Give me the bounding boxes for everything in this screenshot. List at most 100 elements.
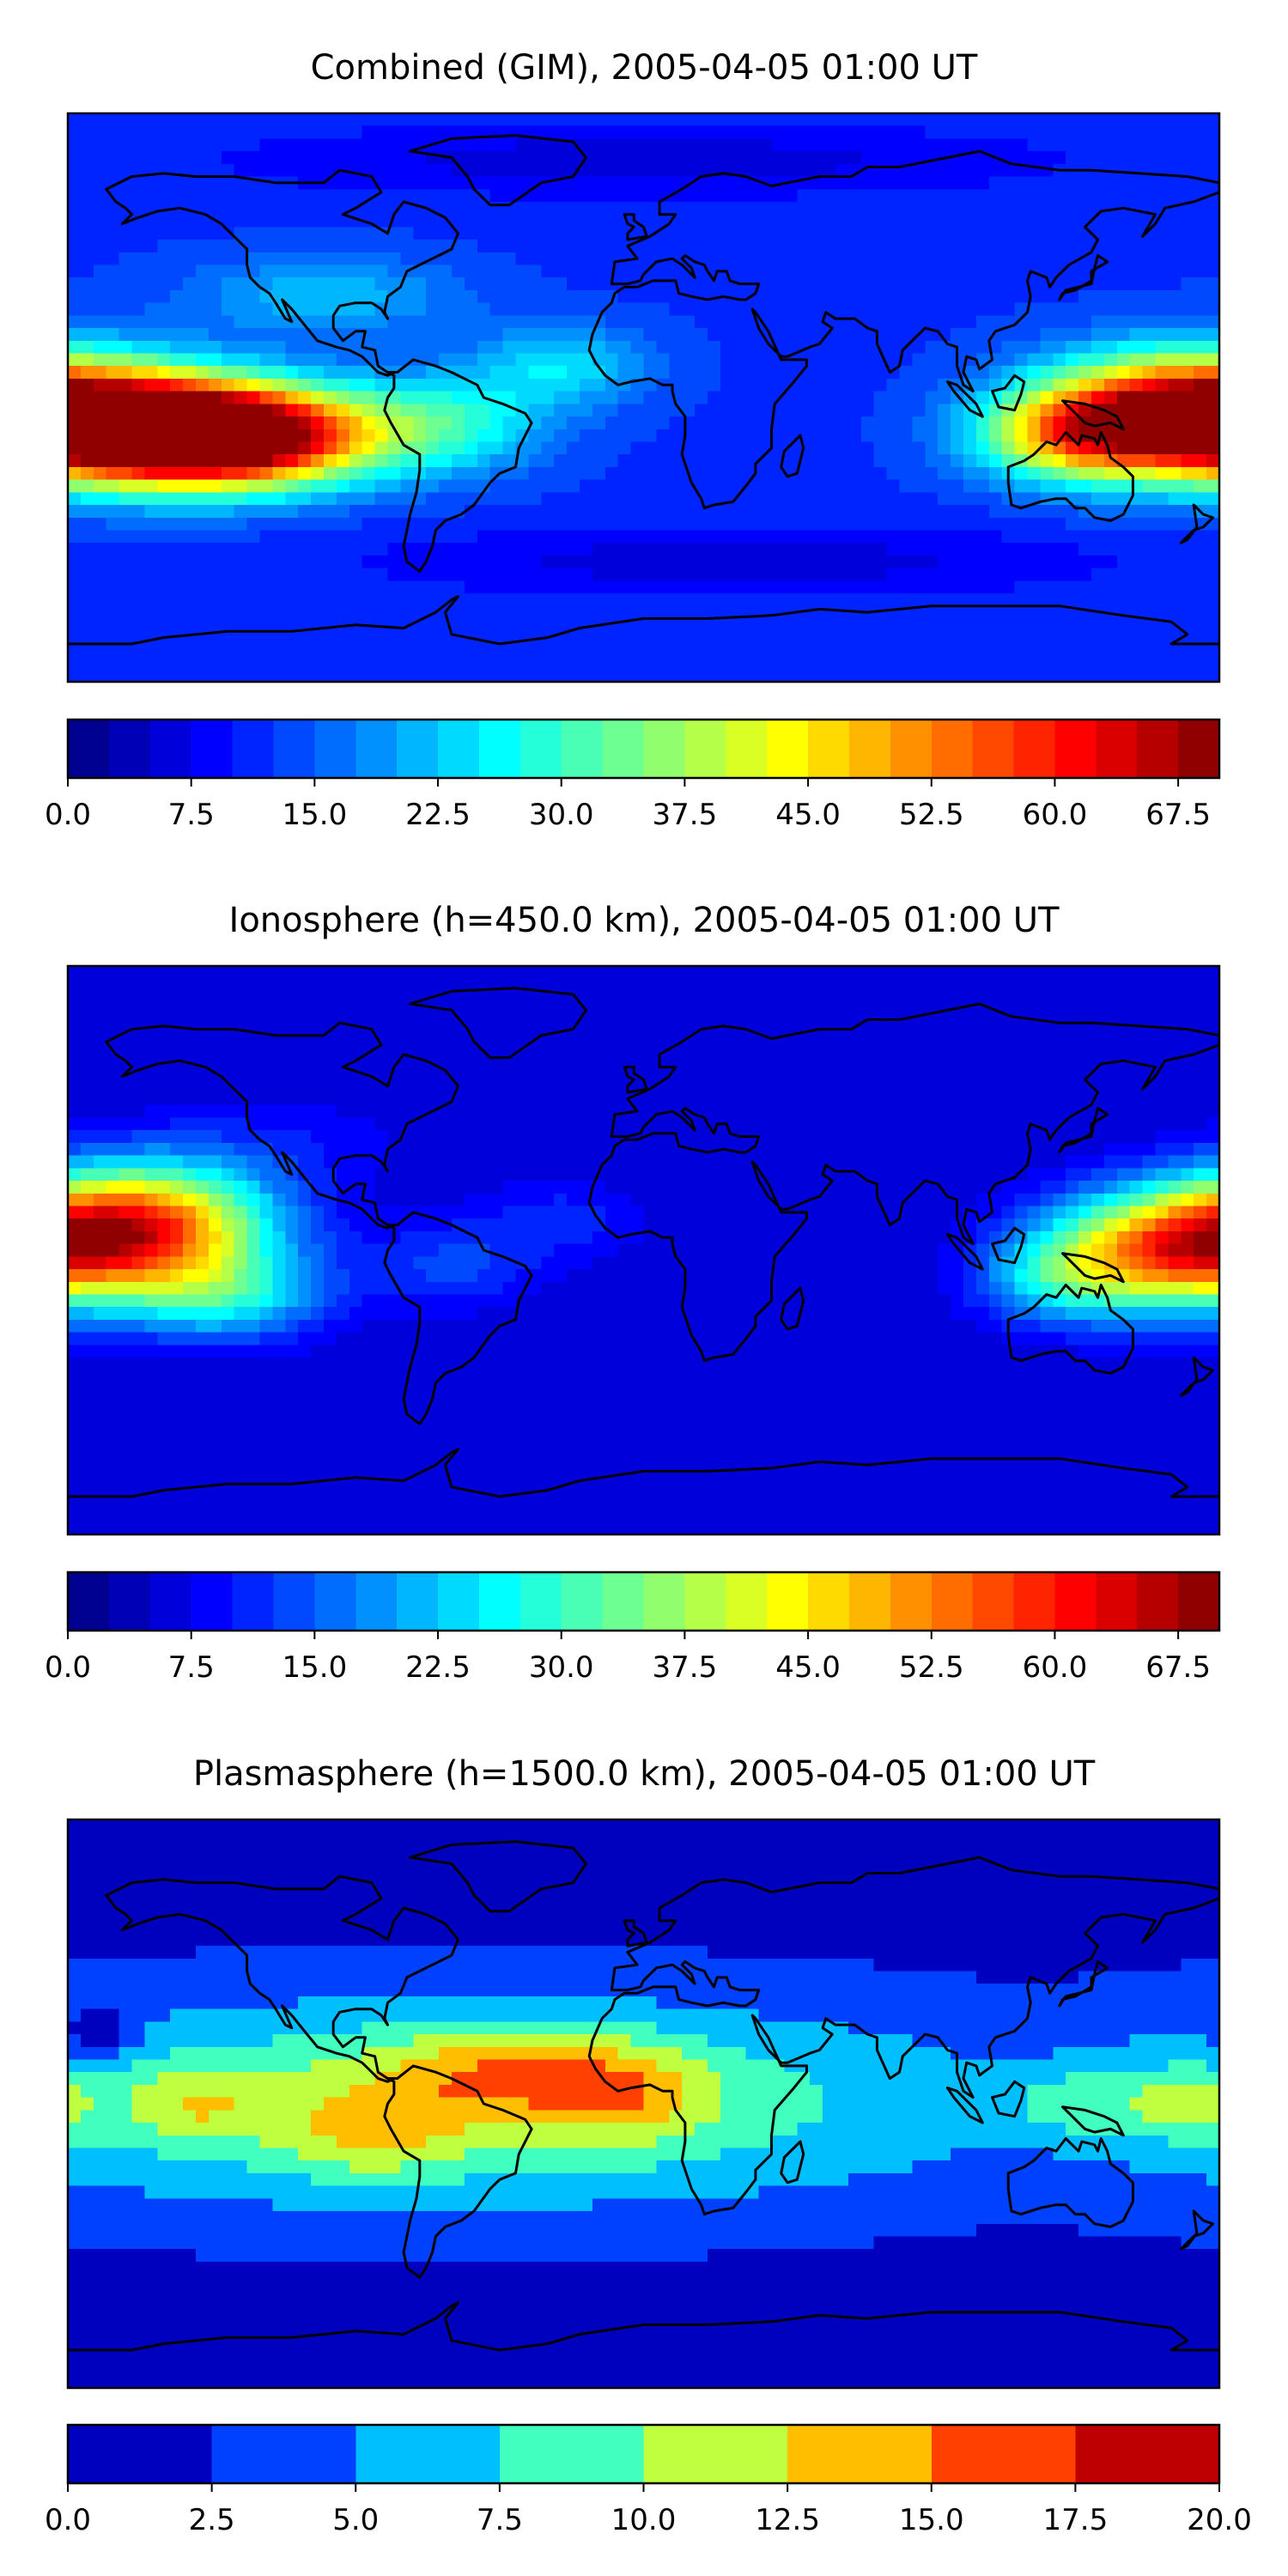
contour-cell	[810, 277, 823, 291]
contour-cell	[361, 201, 376, 216]
contour-cell	[567, 543, 580, 556]
contour-cell	[157, 252, 171, 266]
contour-cell	[745, 125, 760, 140]
contour-cell	[810, 479, 823, 493]
contour-cell	[1168, 1066, 1182, 1080]
contour-cell	[1181, 113, 1194, 127]
contour-cell	[567, 555, 580, 569]
contour-cell	[912, 966, 926, 980]
contour-cell	[157, 454, 171, 468]
contour-cell	[771, 580, 785, 594]
contour-cell	[118, 966, 133, 980]
contour-cell	[246, 656, 261, 670]
contour-cell	[477, 163, 491, 178]
contour-cell	[1078, 353, 1092, 367]
contour-cell	[1129, 328, 1144, 342]
contour-cell	[656, 492, 670, 506]
contour-cell	[963, 441, 977, 455]
contour-cell	[682, 656, 696, 670]
contour-cell	[246, 416, 261, 430]
contour-cell	[860, 505, 875, 519]
contour-cell	[669, 1042, 683, 1055]
contour-cell	[873, 404, 888, 417]
contour-cell	[196, 315, 210, 329]
contour-cell	[452, 966, 465, 980]
contour-cell	[477, 1004, 491, 1018]
contour-cell	[899, 1079, 913, 1093]
contour-cell	[1129, 568, 1144, 581]
contour-cell	[361, 163, 376, 178]
contour-cell	[298, 978, 312, 993]
contour-cell	[592, 669, 606, 682]
contour-cell	[1206, 555, 1219, 569]
contour-cell	[515, 302, 529, 316]
contour-cell	[131, 643, 145, 658]
contour-cell	[208, 138, 222, 152]
contour-cell	[374, 1016, 389, 1030]
contour-cell	[80, 543, 94, 556]
contour-cell	[528, 466, 542, 481]
contour-cell	[695, 978, 708, 993]
contour-cell	[361, 227, 376, 240]
contour-cell	[1116, 138, 1131, 152]
contour-cell	[106, 391, 120, 404]
contour-cell	[860, 669, 875, 682]
contour-cell	[1014, 1004, 1029, 1018]
contour-cell	[272, 125, 286, 140]
contour-cell	[285, 428, 299, 443]
contour-cell	[975, 138, 990, 152]
contour-cell	[93, 189, 107, 203]
colorbar-segment	[108, 720, 151, 778]
contour-cell	[1091, 580, 1105, 594]
contour-cell	[502, 277, 517, 291]
contour-cell	[170, 214, 184, 228]
contour-cell	[196, 492, 210, 506]
contour-cell	[1194, 264, 1207, 278]
contour-cell	[823, 404, 836, 417]
contour-cell	[387, 113, 401, 127]
contour-cell	[374, 289, 389, 304]
contour-cell	[938, 277, 951, 291]
contour-cell	[554, 593, 568, 607]
contour-cell	[720, 391, 734, 404]
contour-cell	[860, 593, 875, 607]
contour-cell	[771, 151, 785, 165]
contour-cell	[784, 189, 798, 203]
contour-cell	[311, 580, 325, 594]
contour-cell	[899, 189, 913, 203]
contour-cell	[912, 163, 926, 178]
contour-cell	[515, 593, 529, 607]
contour-cell	[695, 1004, 708, 1018]
coastline-borneo	[991, 374, 1026, 412]
contour-cell	[567, 151, 580, 165]
contour-cell	[1168, 328, 1182, 342]
contour-cell	[643, 479, 657, 493]
contour-cell	[592, 277, 606, 291]
contour-cell	[745, 391, 760, 404]
contour-cell	[656, 328, 670, 342]
contour-cell	[975, 555, 990, 569]
contour-cell	[592, 479, 606, 493]
contour-cell	[106, 428, 120, 443]
contour-cell	[374, 428, 389, 443]
contour-cell	[1155, 189, 1169, 203]
contour-cell	[361, 568, 376, 581]
contour-cell	[554, 428, 568, 443]
contour-cell	[1053, 416, 1066, 430]
contour-cell	[835, 656, 849, 670]
contour-cell	[567, 492, 580, 506]
contour-cell	[1194, 669, 1207, 682]
contour-cell	[1014, 593, 1029, 607]
contour-cell	[720, 378, 734, 392]
contour-cell	[80, 125, 94, 140]
contour-cell	[1116, 1016, 1131, 1030]
contour-cell	[1142, 530, 1157, 544]
contour-cell	[1040, 201, 1054, 216]
contour-cell	[259, 454, 273, 468]
contour-cell	[1116, 264, 1131, 278]
contour-cell	[758, 1016, 773, 1030]
contour-cell	[886, 1079, 901, 1093]
contour-cell	[823, 240, 836, 253]
contour-cell	[80, 240, 94, 253]
contour-cell	[285, 441, 299, 455]
